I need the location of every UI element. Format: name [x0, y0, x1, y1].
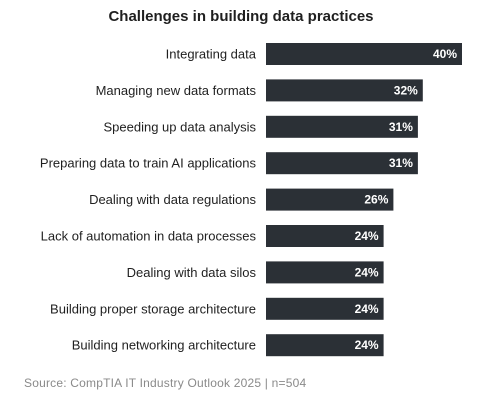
bar-row: Building proper storage architecture 24% — [50, 297, 384, 320]
category-label: Lack of automation in data processes — [41, 229, 257, 244]
bar-row: Preparing data to train AI applications 3… — [40, 152, 418, 175]
category-label: Preparing data to train AI applications — [40, 156, 257, 171]
source-note: Source: CompTIA IT Industry Outlook 2025… — [24, 376, 307, 390]
bar-row: Managing new data formats 32% — [96, 79, 423, 102]
bar — [266, 261, 384, 284]
bar-value-label: 31% — [389, 120, 413, 134]
category-label: Dealing with data silos — [127, 265, 257, 280]
category-label: Integrating data — [166, 47, 257, 62]
bar-value-label: 26% — [364, 193, 388, 207]
bar-value-label: 24% — [355, 338, 379, 352]
category-label: Dealing with data regulations — [89, 192, 256, 207]
bar-row: Lack of automation in data processes 24% — [41, 225, 384, 247]
bar-value-label: 24% — [355, 265, 379, 279]
bar-value-label: 40% — [433, 47, 457, 61]
bar-value-label: 32% — [394, 83, 418, 97]
bar — [266, 297, 384, 320]
bar-row: Speeding up data analysis 31% — [103, 115, 418, 138]
bar-row: Integrating data 40% — [166, 43, 462, 65]
bar-row: Building networking architecture 24% — [72, 334, 384, 357]
bar-value-label: 24% — [355, 229, 379, 243]
bar-value-label: 31% — [389, 156, 413, 170]
bar — [266, 115, 418, 138]
bar — [266, 188, 394, 211]
chart-title: Challenges in building data practices — [108, 8, 374, 25]
bar — [266, 43, 462, 65]
bar — [266, 334, 384, 357]
bar-value-label: 24% — [355, 302, 379, 316]
bar-row: Dealing with data regulations 26% — [89, 188, 394, 211]
bar-row: Dealing with data silos 24% — [127, 261, 384, 284]
bar — [266, 225, 384, 247]
category-label: Building proper storage architecture — [50, 301, 256, 316]
bar — [266, 152, 418, 175]
category-label: Managing new data formats — [96, 83, 257, 98]
bar — [266, 79, 423, 102]
category-label: Speeding up data analysis — [103, 119, 256, 134]
category-label: Building networking architecture — [72, 338, 256, 353]
